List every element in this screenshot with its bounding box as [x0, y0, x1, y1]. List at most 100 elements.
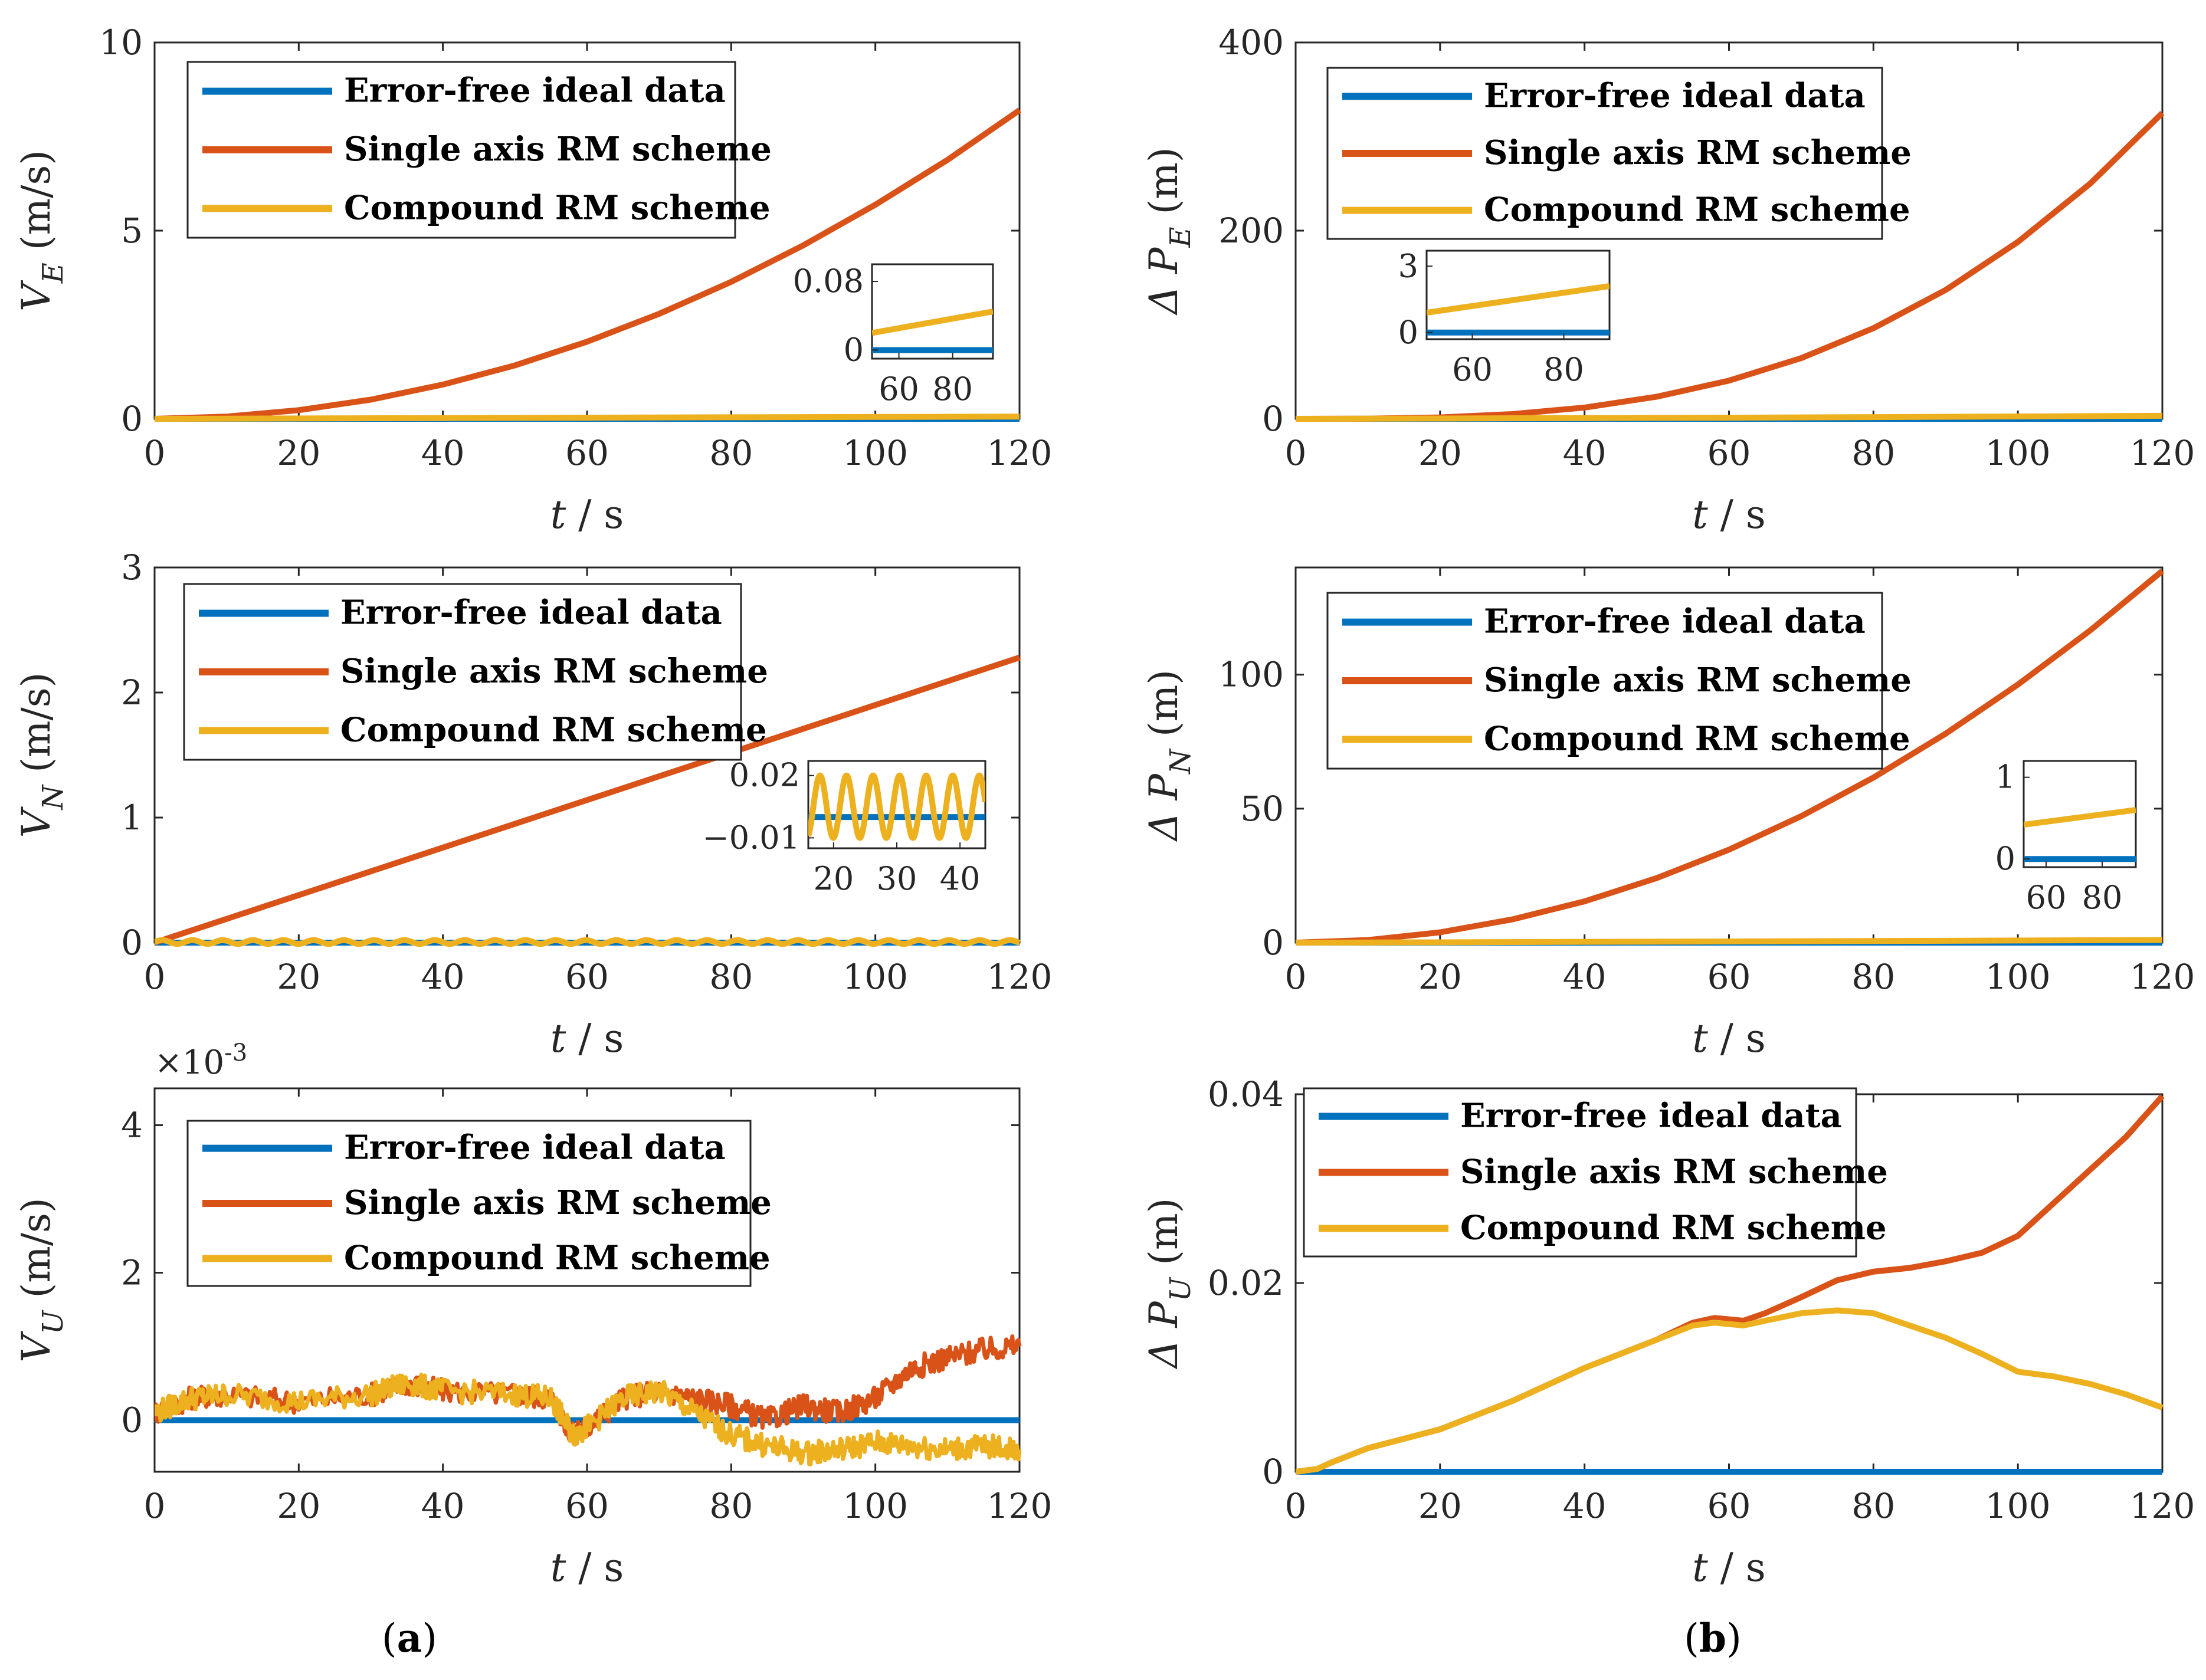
inset-y-tick-label: 1 — [1995, 759, 2015, 796]
x-axis-var: t — [550, 1016, 566, 1061]
legend-entry: Single axis RM scheme — [340, 652, 768, 691]
inset-x-tick-label: 40 — [940, 860, 981, 897]
x-tick-label: 100 — [843, 957, 908, 997]
legend-entry: Error-free ideal data — [1484, 76, 1866, 115]
x-axis-label: t / s — [1692, 1545, 1766, 1590]
inset-x-tick-label: 60 — [1452, 351, 1493, 388]
inset-VE: 60 80 0 0.08 — [793, 262, 994, 408]
axis-multiplier-exp: -3 — [224, 1039, 247, 1067]
x-axis-var: t — [1692, 492, 1708, 537]
y-tick-label: 3 — [121, 547, 143, 588]
x-tick-label: 40 — [1563, 1486, 1607, 1526]
x-tick-label: 60 — [1707, 433, 1751, 473]
y-tick-label: 100 — [1218, 655, 1284, 695]
y-tick-label: 10 — [99, 22, 143, 63]
inset-series-line — [808, 772, 985, 841]
x-tick-label: 80 — [709, 957, 753, 997]
axis-multiplier: ×10-3 — [155, 1039, 247, 1082]
y-axis-label: Δ PU (m) — [1141, 1198, 1197, 1370]
x-tick-label: 20 — [1418, 1486, 1462, 1526]
y-tick-label: 1 — [121, 798, 143, 838]
x-axis-label: t / s — [1692, 1016, 1766, 1061]
legend-entry: Single axis RM scheme — [1460, 1153, 1888, 1192]
x-axis-unit: / s — [566, 492, 624, 537]
y-axis-unit: (m) — [1141, 147, 1186, 227]
x-tick-label: 60 — [565, 433, 609, 473]
legend-entry: Compound RM scheme — [340, 710, 767, 749]
y-tick-label: 0 — [121, 1400, 143, 1441]
legend-entry: Single axis RM scheme — [344, 130, 772, 169]
x-tick-label: 20 — [277, 957, 320, 997]
x-axis-var: t — [550, 1545, 566, 1590]
y-axis-sub: N — [1164, 748, 1197, 775]
y-tick-label: 5 — [121, 211, 143, 251]
y-tick-label: 0.02 — [1208, 1263, 1284, 1303]
inset-VN: 20 30 40 −0.01 0.02 — [703, 757, 986, 897]
legend-entry: Single axis RM scheme — [344, 1183, 772, 1222]
x-tick-label: 120 — [987, 433, 1053, 473]
legend-entry: Compound RM scheme — [344, 188, 771, 227]
legend-entry: Error-free ideal data — [344, 71, 726, 110]
inset-x-tick-label: 30 — [877, 860, 917, 897]
y-axis-var: V — [14, 806, 59, 838]
x-axis-label: t / s — [550, 1016, 624, 1061]
x-tick-label: 40 — [421, 433, 465, 473]
y-axis-var: V — [14, 1331, 59, 1363]
inset-x-tick-label: 80 — [2082, 879, 2123, 916]
legend-entry: Error-free ideal data — [340, 593, 722, 632]
x-tick-label: 120 — [2130, 433, 2195, 473]
y-axis-label: Δ PN (m) — [1141, 670, 1197, 842]
x-tick-label: 100 — [1985, 1486, 2051, 1526]
x-tick-label: 120 — [987, 957, 1053, 997]
x-tick-label: 40 — [421, 957, 465, 997]
series-group-VE — [155, 107, 1021, 422]
x-tick-label: 0 — [144, 1486, 166, 1526]
x-tick-label: 80 — [1851, 1486, 1895, 1526]
x-tick-label: 100 — [1985, 957, 2051, 997]
y-tick-label: 2 — [121, 1253, 143, 1293]
y-axis-sub: N — [37, 784, 70, 811]
legend-entry: Compound RM scheme — [1484, 191, 1910, 229]
series-group-PN — [1296, 569, 2165, 946]
y-tick-label: 50 — [1240, 789, 1284, 829]
y-axis-var: Δ P — [1141, 1301, 1186, 1370]
series-group-PE — [1296, 111, 2165, 422]
inset-y-tick-label: 0.08 — [793, 262, 864, 300]
inset-series-line — [2024, 807, 2136, 828]
inset-y-tick-label: 0 — [1995, 840, 2015, 877]
x-tick-label: 20 — [277, 433, 320, 473]
series-group-VU — [155, 1334, 1022, 1466]
inset-series — [808, 772, 985, 841]
x-tick-label: 60 — [1707, 1486, 1751, 1526]
inset-series-line — [872, 309, 993, 336]
x-tick-label: 80 — [709, 1486, 753, 1526]
x-tick-label: 0 — [1285, 957, 1307, 997]
legend-entry: Single axis RM scheme — [1484, 133, 1912, 172]
x-tick-label: 20 — [277, 1486, 320, 1526]
x-axis-var: t — [1692, 1016, 1708, 1061]
x-tick-label: 120 — [2130, 957, 2195, 997]
x-axis-var: t — [1692, 1545, 1708, 1590]
series-line-compound — [1296, 1307, 2164, 1475]
x-tick-label: 100 — [843, 1486, 908, 1526]
x-axis-label: t / s — [1692, 492, 1766, 537]
y-axis-unit: (m) — [1141, 670, 1186, 749]
legend-entry: Error-free ideal data — [1484, 602, 1866, 641]
inset-series — [1427, 283, 1610, 336]
legend-entry: Compound RM scheme — [1484, 719, 1910, 758]
y-axis-label: VN (m/s) — [14, 672, 70, 838]
plot-PN: 0 20 40 60 80 100 120 0 50 100 t / s Δ PN (m) Error-… — [1141, 566, 2195, 1061]
x-axis-unit: / s — [566, 1545, 624, 1590]
x-axis-unit: / s — [1708, 1016, 1766, 1061]
inset-x-tick-label: 80 — [932, 370, 973, 408]
inset-box — [871, 263, 994, 360]
series-line-compound — [155, 937, 1022, 947]
inset-x-tick-label: 60 — [2026, 879, 2067, 916]
plot-PU: 0 20 40 60 80 100 120 0 0.02 0.04 t / s Δ PU (m) Err… — [1141, 1074, 2195, 1590]
inset-PN: 60 80 0 1 — [1995, 759, 2137, 916]
legend-entry: Error-free ideal data — [1460, 1097, 1842, 1136]
series-line-compound — [1296, 412, 2163, 422]
x-tick-label: 100 — [1985, 433, 2051, 473]
y-tick-label: 400 — [1218, 22, 1284, 63]
x-tick-label: 40 — [1563, 433, 1607, 473]
